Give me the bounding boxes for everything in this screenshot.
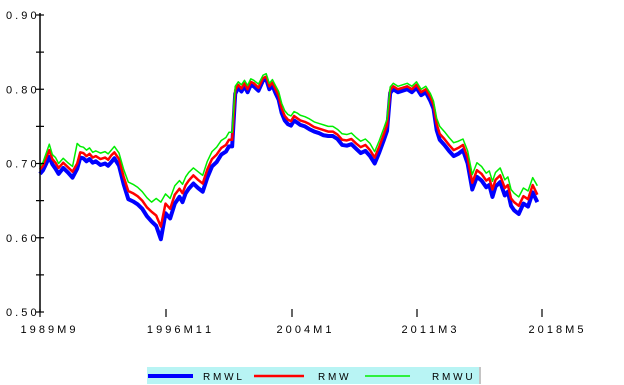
- x-tick-label: 2 0 0 4 M 1: [276, 324, 331, 336]
- x-tick-label: 2 0 1 1 M 3: [401, 324, 456, 336]
- y-tick-label: 0 . 5 0: [6, 307, 37, 319]
- legend-label-3: R M W U: [432, 372, 473, 383]
- y-tick-label: 0 . 6 0: [6, 233, 37, 245]
- x-tick-label: 1 9 8 9 M 9: [20, 324, 75, 336]
- series-line-2: [39, 75, 539, 228]
- series-line-3: [39, 72, 539, 203]
- x-tick-label: 1 9 9 6 M 1 1: [147, 324, 211, 336]
- y-tick-label: 0 . 7 0: [6, 159, 37, 171]
- legend-label-1: R M W L: [203, 372, 242, 383]
- series-line-1: [38, 76, 540, 242]
- y-tick-label: 0 . 8 0: [6, 84, 37, 96]
- x-tick-label: 2 0 1 8 M 5: [528, 324, 583, 336]
- y-ticks: 0 . 5 0 0 . 6 0 0 . 7 0 0 . 8 0 0 . 9 0: [6, 10, 44, 319]
- y-tick-label: 0 . 9 0: [6, 10, 37, 22]
- x-ticks: 1 9 8 9 M 9 1 9 9 6 M 1 1 2 0 0 4 M 1 2 0 1…: [20, 309, 584, 336]
- legend-box: [147, 367, 479, 384]
- series-layer: [38, 72, 540, 242]
- legend-label-2: R M W: [318, 372, 349, 383]
